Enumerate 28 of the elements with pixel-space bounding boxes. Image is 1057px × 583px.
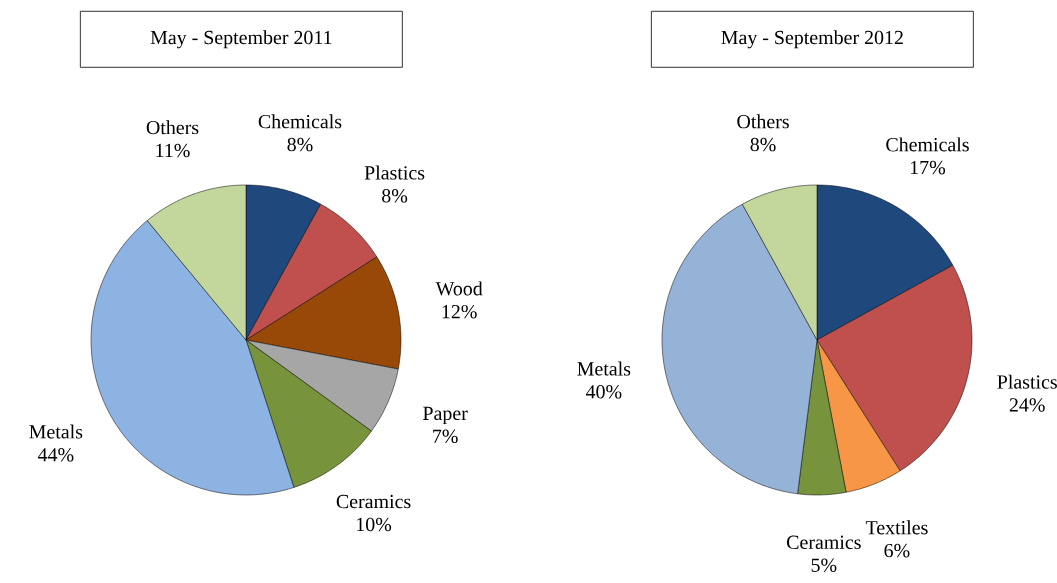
slice-label: Ceramics [787, 535, 861, 549]
data-label: 5% [811, 558, 837, 572]
data-label: 8% [750, 137, 776, 152]
slice-label: Metals [29, 424, 83, 439]
slice-label: Chemicals [886, 137, 969, 152]
data-label: 6% [884, 543, 910, 558]
slice-label: Others [146, 120, 199, 135]
data-label: 40% [585, 385, 622, 399]
chart-title: May - September 2012 [721, 30, 903, 49]
slice-label: Plastics [997, 374, 1057, 389]
data-label: 24% [1009, 398, 1045, 412]
chart-title: May - September 2011 [150, 30, 332, 49]
slice-label: Others [737, 114, 789, 129]
data-label: 8% [287, 137, 313, 152]
slice-label: Wood [435, 281, 483, 296]
data-label: 17% [910, 160, 946, 175]
data-label: 12% [442, 304, 477, 319]
data-label: 11% [156, 143, 190, 158]
data-label: 7% [433, 429, 458, 444]
data-label: 10% [357, 517, 392, 532]
slice-label: Plastics [364, 165, 425, 180]
slice-label: Metals [577, 361, 631, 376]
slice-label: Ceramics [336, 494, 411, 509]
data-label: 8% [382, 189, 408, 203]
slice-label: Paper [423, 406, 468, 425]
slice-label: Textiles [865, 520, 928, 535]
slice-label: Chemicals [258, 114, 342, 129]
data-label: 44% [37, 448, 74, 462]
